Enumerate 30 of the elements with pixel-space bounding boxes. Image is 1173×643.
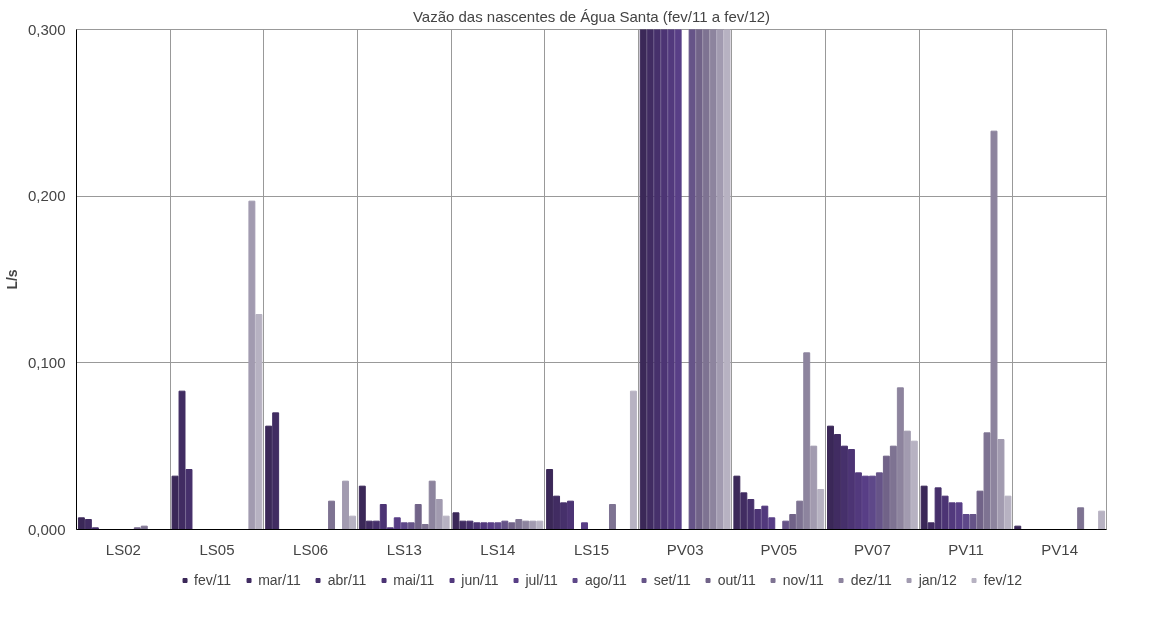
chart-title: Vazão das nascentes de Água Santa (fev/11 a fev/12) [412,7,771,25]
y-tick-label: 0,000 [27,520,66,538]
legend-label: out/11 [717,572,756,588]
legend-label: ago/11 [584,572,627,588]
x-tick-label: LS13 [386,540,422,558]
y-tick-label: 0,100 [27,353,66,371]
y-axis-title: L/s [3,269,20,290]
legend-label: jun/11 [461,572,499,588]
legend-label: jul/11 [525,572,558,588]
x-tick-label: LS15 [573,540,610,558]
legend-label: fev/12 [983,572,1022,588]
legend-label: mai/11 [393,572,435,588]
x-tick-label: LS14 [480,540,516,558]
y-tick-label: 0,300 [27,20,66,38]
x-tick-label: LS02 [105,540,141,558]
x-tick-label: LS05 [199,540,235,558]
legend-label: jan/12 [918,572,957,588]
legend-label: set/11 [653,572,691,588]
legend-label: dez/11 [850,572,892,588]
x-tick-label: PV14 [1041,540,1079,558]
legend-label: abr/11 [327,572,367,588]
y-tick-label: 0,200 [27,187,66,205]
legend-label: mar/11 [258,572,301,588]
x-tick-label: LS06 [293,540,329,558]
legend-label: nov/11 [782,572,824,588]
x-tick-label: PV03 [666,540,704,558]
x-tick-label: PV11 [948,540,984,558]
legend-label: fev/11 [194,572,232,588]
x-tick-label: PV05 [760,540,798,558]
x-tick-label: PV07 [854,540,891,558]
